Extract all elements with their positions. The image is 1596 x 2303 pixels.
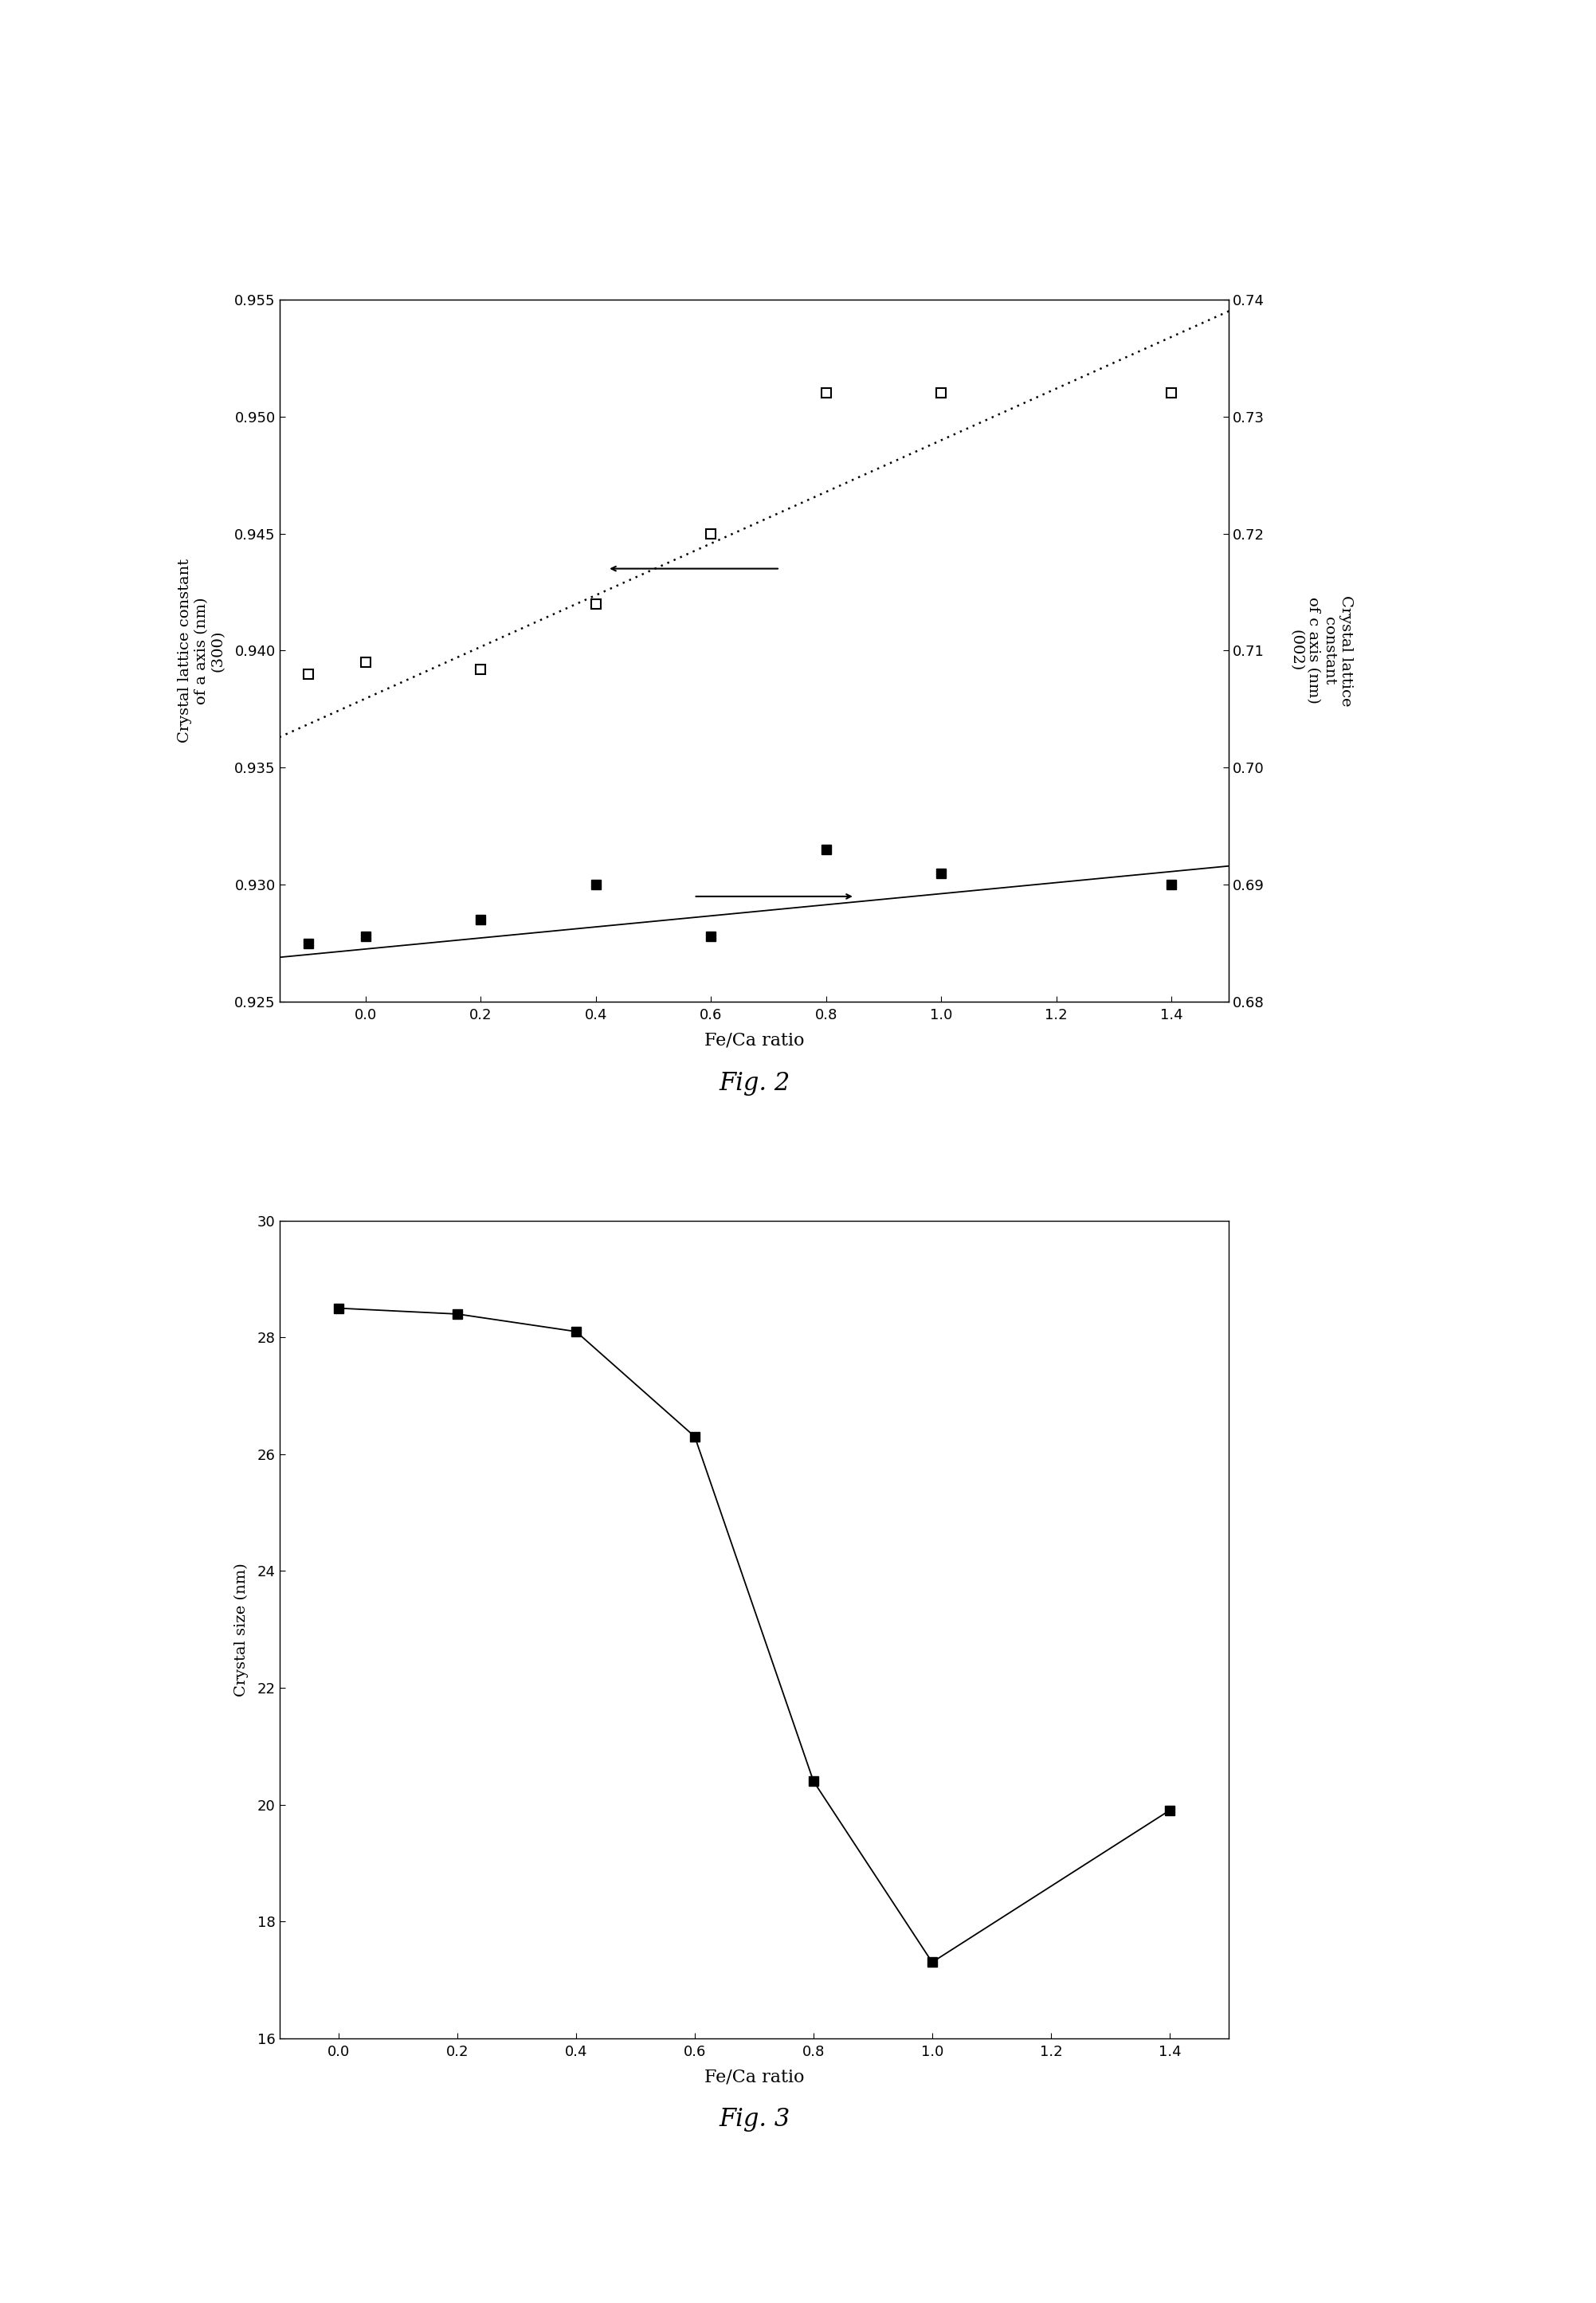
Y-axis label: Crystal lattice
constant
of c axis (nm)
(002): Crystal lattice constant of c axis (nm) … bbox=[1290, 594, 1353, 707]
Text: Fig. 2: Fig. 2 bbox=[720, 1071, 790, 1096]
X-axis label: Fe/Ca ratio: Fe/Ca ratio bbox=[704, 1032, 804, 1050]
Y-axis label: Crystal lattice constant
of a axis (nm)
(300): Crystal lattice constant of a axis (nm) … bbox=[179, 560, 225, 742]
Text: Fig. 3: Fig. 3 bbox=[720, 2107, 790, 2133]
X-axis label: Fe/Ca ratio: Fe/Ca ratio bbox=[704, 2068, 804, 2087]
Y-axis label: Crystal size (nm): Crystal size (nm) bbox=[233, 1561, 249, 1697]
